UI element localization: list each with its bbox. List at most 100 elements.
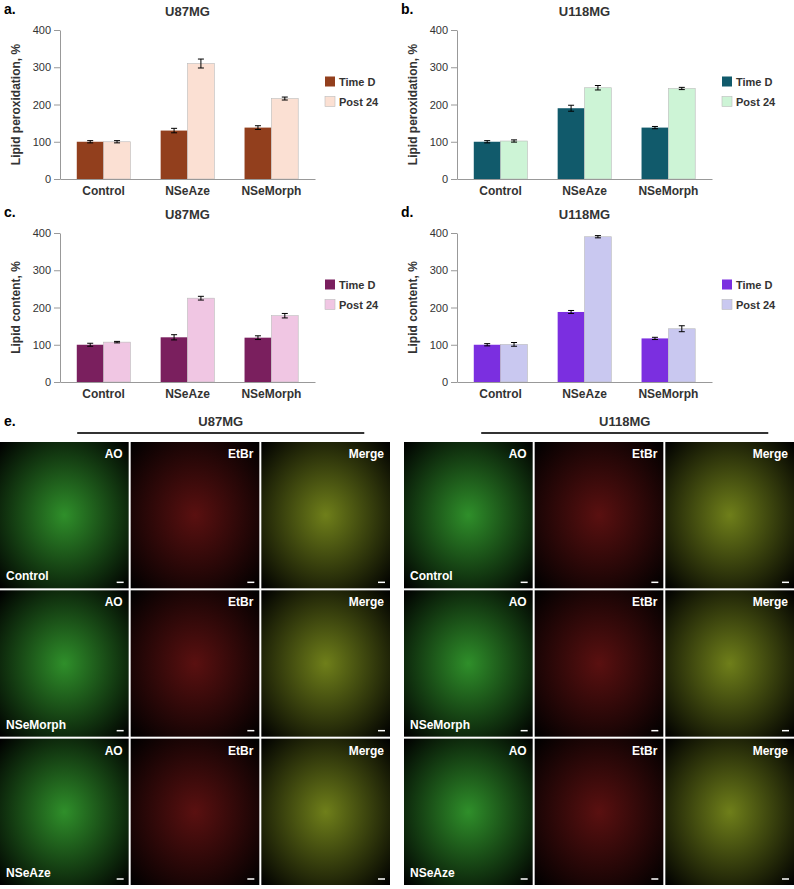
scale-bar: [378, 878, 385, 880]
x-tick-label: NSeAze: [165, 387, 210, 401]
error-bar-cap: [484, 345, 490, 346]
bar: [161, 131, 188, 179]
error-bar-stem: [681, 326, 682, 332]
error-bar-cap: [282, 97, 288, 98]
bar: [77, 142, 104, 179]
y-axis: 0100200300400: [430, 24, 458, 185]
bar: [501, 141, 528, 179]
y-tick-label: 400: [430, 24, 448, 36]
legend-item: Time D: [325, 76, 376, 88]
y-tick-mark: [451, 67, 457, 68]
error-bar-stem: [257, 336, 258, 340]
error-bar: [114, 341, 120, 342]
x-tick-label: NSeMorph: [638, 387, 698, 401]
micrograph-tile: [0, 739, 129, 885]
y-axis-line: [457, 31, 458, 180]
micrograph-tile: [0, 590, 129, 736]
chart-title: U87MG: [165, 207, 210, 222]
y-tick-mark: [451, 105, 457, 106]
error-bar-cap: [484, 140, 490, 141]
legend-item: Time D: [722, 76, 773, 88]
channel-label: Merge: [753, 595, 789, 609]
legend: Time D Post 24: [722, 76, 776, 108]
error-bar-cap: [198, 300, 204, 301]
y-tick-label: 100: [33, 136, 51, 148]
y-tick: 200: [430, 302, 457, 314]
y-tick: 300: [430, 61, 457, 73]
x-tick: NSeAze: [165, 179, 210, 198]
y-tick-mark: [54, 345, 60, 346]
error-bar-cap: [511, 342, 517, 343]
error-bar-stem: [200, 296, 201, 300]
scale-bar: [651, 730, 658, 732]
y-axis: 0100200300400: [33, 24, 61, 185]
error-bar-cap: [484, 142, 490, 143]
y-tick-mark: [451, 30, 457, 31]
error-bar-cap: [87, 142, 93, 143]
bar: [668, 88, 695, 179]
plot-marks: [77, 296, 298, 382]
scale-bar: [651, 582, 658, 584]
y-tick: 300: [33, 61, 60, 73]
y-tick: 100: [430, 136, 457, 148]
error-bar: [87, 141, 93, 143]
y-axis-title: Lipid content, %: [9, 261, 23, 354]
chart-panel: 0100200300400ControlNSeAzeNSeMorphU87MGL…: [9, 207, 379, 401]
y-axis-title: Lipid peroxidation, %: [9, 44, 23, 166]
scale-bar: [782, 730, 789, 732]
error-bar-cap: [198, 59, 204, 60]
chart-title: U118MG: [559, 4, 610, 19]
scale-bar: [117, 730, 124, 732]
error-bar-cap: [679, 87, 685, 88]
y-tick-mark: [451, 142, 457, 143]
y-tick: 100: [33, 339, 60, 351]
error-bar-cap: [282, 100, 288, 101]
treatment-label: NSeMorph: [410, 718, 470, 732]
channel-label: EtBr: [228, 595, 254, 609]
y-tick: 400: [430, 24, 457, 36]
x-tick-label: NSeMorph: [241, 387, 301, 401]
y-axis-line: [60, 234, 61, 383]
error-bar: [511, 140, 517, 142]
legend-item: Time D: [722, 279, 773, 291]
y-axis: 0100200300400: [33, 227, 61, 388]
bar: [271, 316, 298, 382]
error-bar: [652, 337, 658, 339]
y-axis-title: Lipid content, %: [406, 261, 420, 354]
channel-label: AO: [509, 744, 527, 758]
error-bar: [171, 128, 177, 132]
error-bar-cap: [568, 310, 574, 311]
y-tick-mark: [54, 30, 60, 31]
error-bar-cap: [595, 85, 601, 86]
x-tick: NSeMorph: [638, 179, 698, 198]
micrograph-tile: [131, 442, 260, 588]
legend-label: Time D: [736, 76, 773, 88]
error-bar-stem: [174, 335, 175, 340]
error-bar-cap: [568, 111, 574, 112]
error-bar-cap: [114, 142, 120, 143]
legend-label: Post 24: [736, 96, 776, 108]
y-tick-label: 400: [430, 227, 448, 239]
error-bar-cap: [679, 331, 685, 332]
error-bar: [595, 236, 601, 238]
error-bar-cap: [87, 346, 93, 347]
error-bar-cap: [255, 335, 261, 336]
legend-item: Post 24: [722, 96, 776, 108]
x-tick: Control: [479, 179, 522, 198]
bar: [77, 345, 104, 382]
legend-swatch: [325, 77, 335, 87]
legend-item: Time D: [325, 279, 376, 291]
x-tick: NSeMorph: [241, 179, 301, 198]
error-bar-cap: [171, 339, 177, 340]
error-bar-cap: [511, 142, 517, 143]
bar: [271, 99, 298, 179]
error-bar: [679, 326, 685, 332]
y-tick: 100: [430, 339, 457, 351]
error-bar-cap: [171, 132, 177, 133]
error-bar: [198, 59, 204, 68]
error-bar-stem: [597, 86, 598, 90]
plot-marks: [474, 236, 695, 382]
x-axis-line: [458, 179, 713, 180]
treatment-label: NSeMorph: [6, 718, 66, 732]
panel-label: e.: [4, 413, 16, 429]
